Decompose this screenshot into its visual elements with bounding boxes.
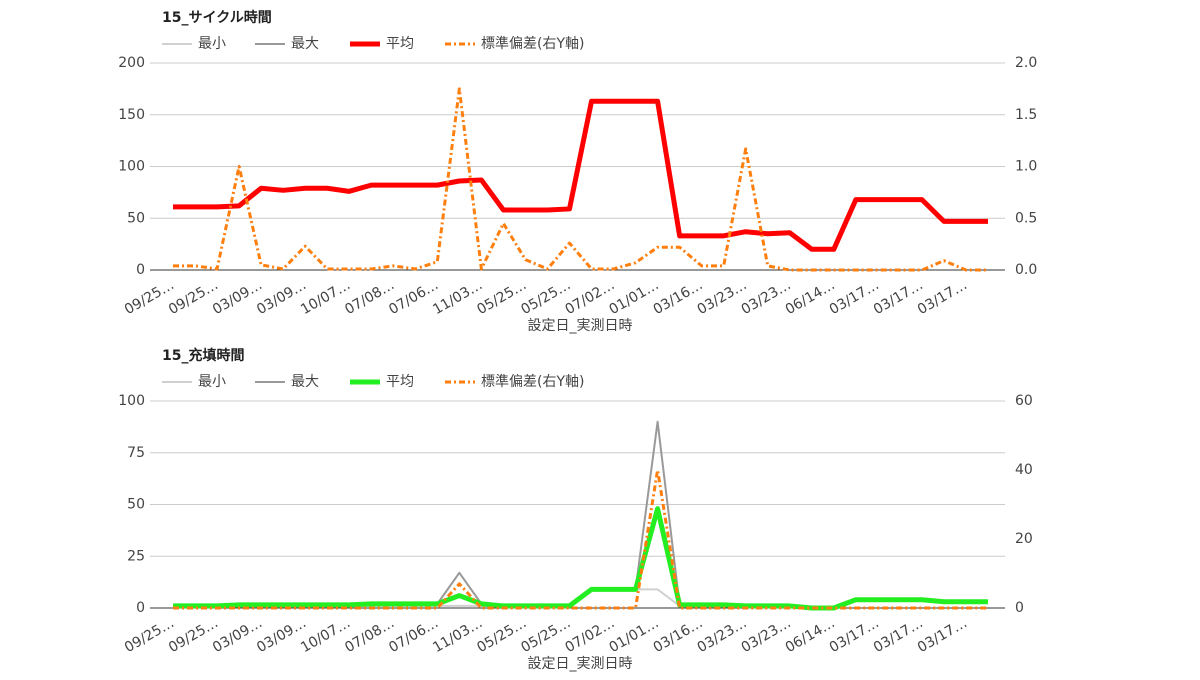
x-tick-label: 09/25… — [122, 615, 177, 656]
x-tick-label: 03/23… — [695, 615, 750, 656]
y2-tick-label: 0.5 — [1015, 210, 1037, 226]
x-axis-label: 設定日_実測日時 — [528, 656, 633, 672]
x-tick-label: 03/16… — [651, 277, 706, 318]
y-tick-label: 50 — [127, 210, 145, 226]
y-tick-label: 25 — [127, 548, 145, 564]
x-tick-label: 07/06… — [386, 615, 441, 656]
x-tick-label: 05/25… — [474, 277, 529, 318]
y-tick-label: 75 — [127, 445, 145, 461]
series-line — [173, 98, 988, 252]
x-tick-label: 03/09… — [254, 277, 309, 318]
y2-tick-label: 1.0 — [1015, 159, 1037, 175]
x-tick-label: 07/08… — [342, 615, 397, 656]
x-tick-label: 11/03… — [430, 277, 485, 318]
y2-tick-label: 1.5 — [1015, 107, 1037, 123]
legend-label: 平均 — [386, 374, 414, 390]
x-tick-label: 05/25… — [518, 615, 573, 656]
x-tick-label: 10/07… — [298, 615, 353, 656]
y-tick-label: 50 — [127, 497, 145, 513]
y2-tick-label: 0 — [1015, 600, 1024, 616]
y-tick-label: 100 — [118, 159, 145, 175]
x-tick-label: 03/17… — [915, 277, 970, 318]
x-tick-label: 03/23… — [739, 277, 794, 318]
y2-tick-label: 40 — [1015, 462, 1033, 478]
x-tick-label: 03/09… — [210, 277, 265, 318]
y2-tick-label: 2.0 — [1015, 55, 1037, 71]
y-tick-label: 200 — [118, 55, 145, 71]
x-tick-label: 01/01… — [607, 615, 662, 656]
series-line — [173, 420, 988, 609]
x-tick-label: 09/25… — [122, 277, 177, 318]
x-tick-label: 10/07… — [298, 277, 353, 318]
x-tick-label: 07/08… — [342, 277, 397, 318]
series-line — [173, 100, 988, 251]
y2-tick-label: 60 — [1015, 393, 1033, 409]
y-tick-label: 0 — [136, 262, 145, 278]
x-tick-label: 05/25… — [518, 277, 573, 318]
x-tick-label: 09/25… — [166, 615, 221, 656]
series-line — [173, 506, 988, 611]
x-tick-label: 07/02… — [562, 277, 617, 318]
x-tick-label: 03/17… — [915, 615, 970, 656]
legend-label: 最大 — [291, 374, 319, 390]
x-tick-label: 03/23… — [695, 277, 750, 318]
x-tick-label: 03/16… — [651, 615, 706, 656]
x-tick-label: 03/23… — [739, 615, 794, 656]
x-tick-label: 03/09… — [210, 615, 265, 656]
legend-label: 最小 — [198, 374, 226, 390]
x-tick-label: 03/17… — [871, 277, 926, 318]
x-tick-label: 03/17… — [827, 277, 882, 318]
x-tick-label: 03/17… — [827, 615, 882, 656]
series-line — [173, 100, 988, 251]
x-tick-label: 07/06… — [386, 277, 441, 318]
legend-label: 最大 — [291, 36, 319, 52]
series-line — [173, 468, 988, 610]
series-line — [173, 87, 988, 272]
x-axis-label: 設定日_実測日時 — [528, 318, 633, 334]
y-tick-label: 100 — [118, 393, 145, 409]
y2-tick-label: 0.0 — [1015, 262, 1037, 278]
y2-tick-label: 20 — [1015, 531, 1033, 547]
x-tick-label: 05/25… — [474, 615, 529, 656]
legend-label: 標準偏差(右Y軸) — [481, 36, 584, 52]
x-tick-label: 03/09… — [254, 615, 309, 656]
x-tick-label: 03/17… — [871, 615, 926, 656]
chart-title: 15_充填時間 — [162, 347, 244, 364]
y-tick-label: 0 — [136, 600, 145, 616]
x-tick-label: 01/01… — [607, 277, 662, 318]
legend-label: 平均 — [386, 36, 414, 52]
x-tick-label: 09/25… — [166, 277, 221, 318]
legend-label: 標準偏差(右Y軸) — [481, 374, 584, 390]
x-tick-label: 11/03… — [430, 615, 485, 656]
y-tick-label: 150 — [118, 107, 145, 123]
x-tick-label: 06/14… — [783, 277, 838, 318]
x-tick-label: 07/02… — [562, 615, 617, 656]
chart-title: 15_サイクル時間 — [162, 9, 272, 26]
x-tick-label: 06/14… — [783, 615, 838, 656]
legend-label: 最小 — [198, 36, 226, 52]
